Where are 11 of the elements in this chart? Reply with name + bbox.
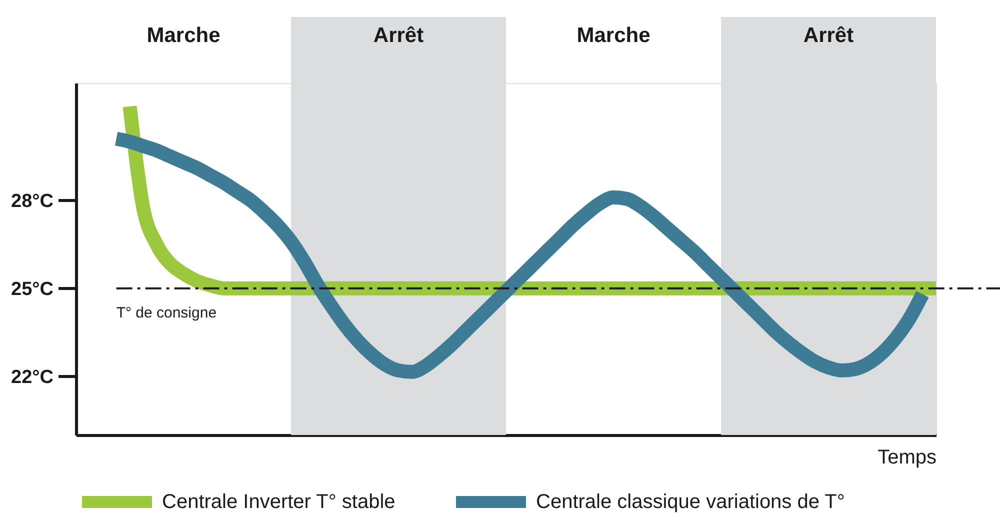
legend-label: Centrale classique variations de T° (536, 491, 845, 513)
text: Arrêt (803, 24, 854, 47)
y-tick-label: 28°C (11, 190, 54, 212)
ref-line-label: T° de consigne (116, 304, 217, 322)
x-axis-title: Temps (878, 446, 936, 468)
y-tick-label: 22°C (11, 366, 54, 388)
text: Marche (146, 24, 220, 47)
text: Marche (576, 24, 650, 47)
legend-label: Centrale Inverter T° stable (162, 491, 396, 513)
y-tick-label: 25°C (11, 278, 54, 300)
text: Arrêt (373, 24, 424, 47)
